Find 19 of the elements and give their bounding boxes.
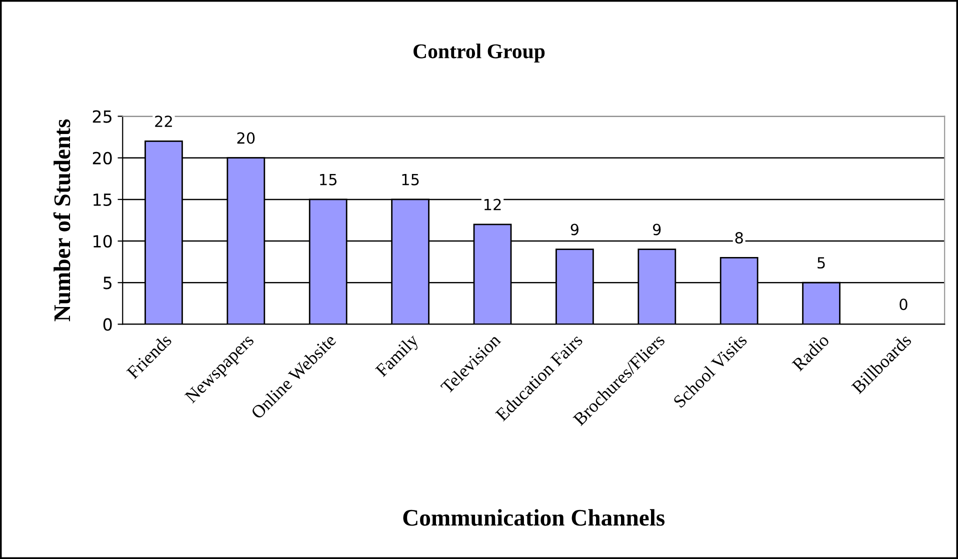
y-tick-label: 25 <box>92 110 112 123</box>
data-label: 9 <box>653 224 661 236</box>
y-tick-label: 5 <box>104 276 112 290</box>
data-label: 15 <box>402 174 419 186</box>
data-label: 20 <box>237 132 255 144</box>
data-label: 9 <box>570 224 578 236</box>
chart-title: Control Group <box>414 44 545 63</box>
data-label: 15 <box>320 174 336 186</box>
data-label: 22 <box>155 116 172 127</box>
y-tick-label: 0 <box>103 318 112 331</box>
data-label: 0 <box>900 298 908 310</box>
data-label: 5 <box>818 257 825 269</box>
x-axis-title: Communication Channels <box>403 509 665 526</box>
y-tick-label: 20 <box>92 152 112 164</box>
data-label: 8 <box>735 232 743 244</box>
y-tick-label: 15 <box>94 194 112 206</box>
y-axis-title: Number of Students <box>53 119 70 322</box>
y-tick-label: 10 <box>94 235 112 248</box>
data-label: 12 <box>484 198 501 210</box>
